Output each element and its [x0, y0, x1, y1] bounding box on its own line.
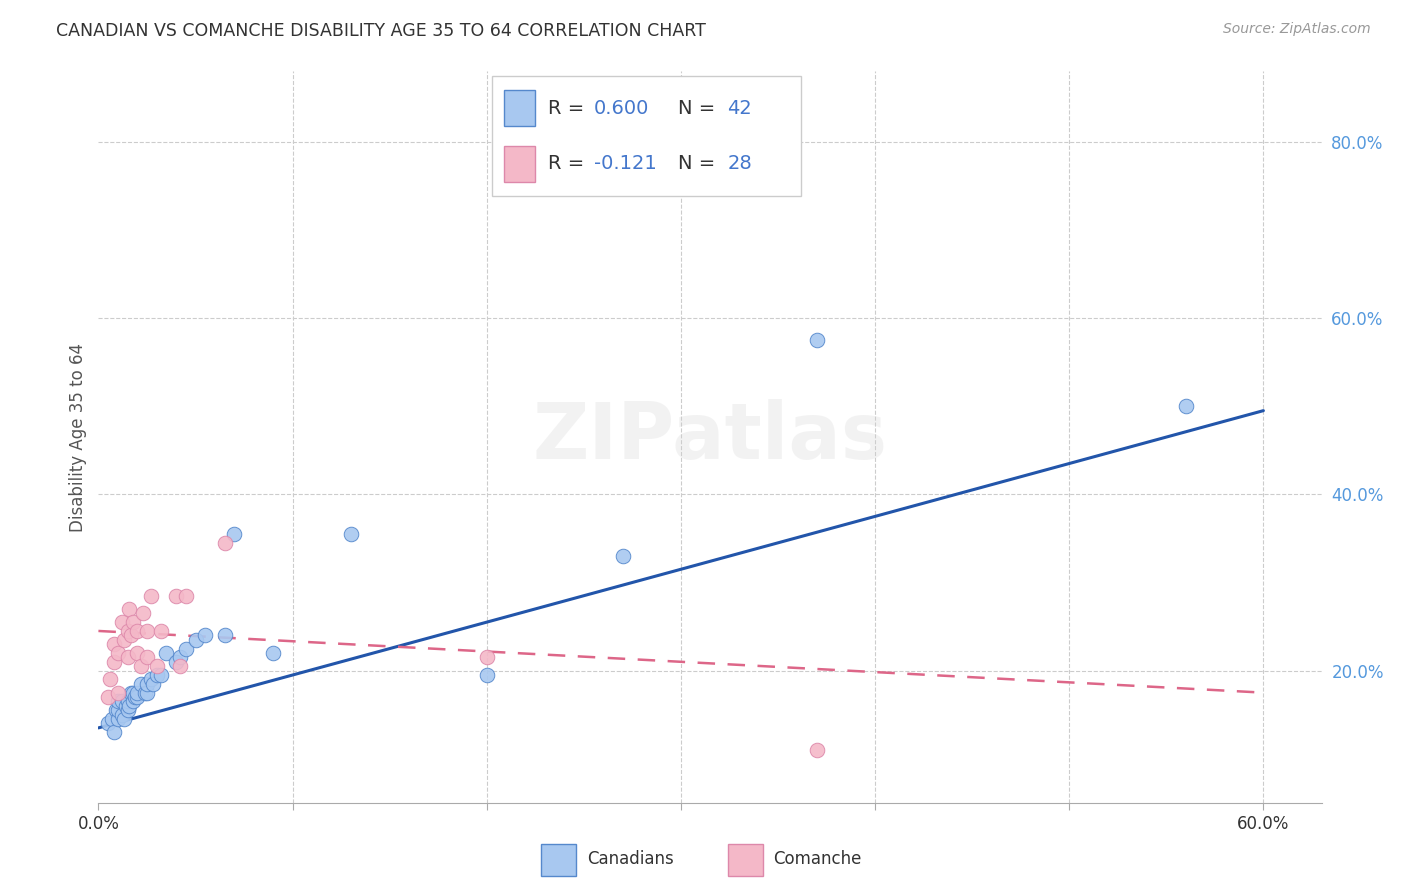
- Bar: [728, 844, 762, 876]
- Point: [169, 650, 191, 665]
- Point: [155, 646, 177, 660]
- Point: [340, 527, 363, 541]
- Bar: [505, 145, 536, 182]
- Point: [120, 628, 142, 642]
- Point: [111, 707, 134, 722]
- Point: [149, 624, 172, 638]
- Point: [120, 686, 142, 700]
- Text: 42: 42: [727, 99, 752, 118]
- Point: [118, 602, 141, 616]
- Point: [475, 650, 498, 665]
- Point: [136, 677, 159, 691]
- Point: [107, 646, 129, 660]
- Point: [612, 549, 634, 563]
- Point: [194, 628, 217, 642]
- Point: [127, 624, 149, 638]
- Point: [1174, 399, 1197, 413]
- Y-axis label: Disability Age 35 to 64: Disability Age 35 to 64: [69, 343, 87, 532]
- Text: R =: R =: [548, 99, 591, 118]
- Point: [117, 624, 139, 638]
- Point: [142, 677, 165, 691]
- Point: [103, 725, 125, 739]
- Text: ZIPatlas: ZIPatlas: [533, 399, 887, 475]
- Point: [475, 668, 498, 682]
- Text: Canadians: Canadians: [588, 849, 673, 868]
- Point: [98, 673, 121, 687]
- Text: Comanche: Comanche: [773, 849, 862, 868]
- Text: 0.600: 0.600: [595, 99, 650, 118]
- Point: [174, 641, 197, 656]
- Point: [117, 650, 139, 665]
- Point: [214, 536, 236, 550]
- Point: [136, 624, 159, 638]
- Point: [117, 703, 139, 717]
- Point: [165, 655, 187, 669]
- Point: [806, 743, 828, 757]
- Point: [214, 628, 236, 642]
- Point: [111, 615, 134, 629]
- Point: [145, 659, 167, 673]
- Point: [107, 703, 129, 717]
- Text: -0.121: -0.121: [595, 154, 657, 173]
- Point: [139, 589, 162, 603]
- Point: [122, 686, 145, 700]
- Point: [122, 615, 145, 629]
- Point: [262, 646, 284, 660]
- Point: [103, 655, 125, 669]
- Point: [101, 712, 124, 726]
- Point: [174, 589, 197, 603]
- Point: [136, 686, 159, 700]
- Point: [107, 686, 129, 700]
- Text: N =: N =: [678, 154, 721, 173]
- Point: [97, 716, 120, 731]
- Text: CANADIAN VS COMANCHE DISABILITY AGE 35 TO 64 CORRELATION CHART: CANADIAN VS COMANCHE DISABILITY AGE 35 T…: [56, 22, 706, 40]
- Point: [107, 712, 129, 726]
- Point: [103, 637, 125, 651]
- Point: [224, 527, 246, 541]
- Text: Source: ZipAtlas.com: Source: ZipAtlas.com: [1223, 22, 1371, 37]
- Bar: [505, 90, 536, 127]
- Point: [127, 686, 149, 700]
- Point: [184, 632, 207, 647]
- Point: [169, 659, 191, 673]
- Point: [129, 659, 152, 673]
- Point: [129, 677, 152, 691]
- Point: [139, 673, 162, 687]
- Bar: [541, 844, 576, 876]
- Point: [127, 690, 149, 704]
- Point: [117, 694, 139, 708]
- Point: [107, 694, 129, 708]
- Text: R =: R =: [548, 154, 591, 173]
- Point: [806, 333, 828, 347]
- Text: N =: N =: [678, 99, 721, 118]
- Point: [104, 703, 127, 717]
- Point: [127, 646, 149, 660]
- Point: [97, 690, 120, 704]
- Point: [118, 698, 141, 713]
- Point: [112, 632, 135, 647]
- Point: [124, 690, 146, 704]
- Point: [132, 607, 155, 621]
- Point: [134, 686, 156, 700]
- Point: [111, 694, 134, 708]
- Point: [114, 698, 136, 713]
- Point: [112, 712, 135, 726]
- Point: [165, 589, 187, 603]
- Point: [145, 668, 167, 682]
- Point: [149, 668, 172, 682]
- Point: [136, 650, 159, 665]
- Text: 28: 28: [727, 154, 752, 173]
- Point: [122, 694, 145, 708]
